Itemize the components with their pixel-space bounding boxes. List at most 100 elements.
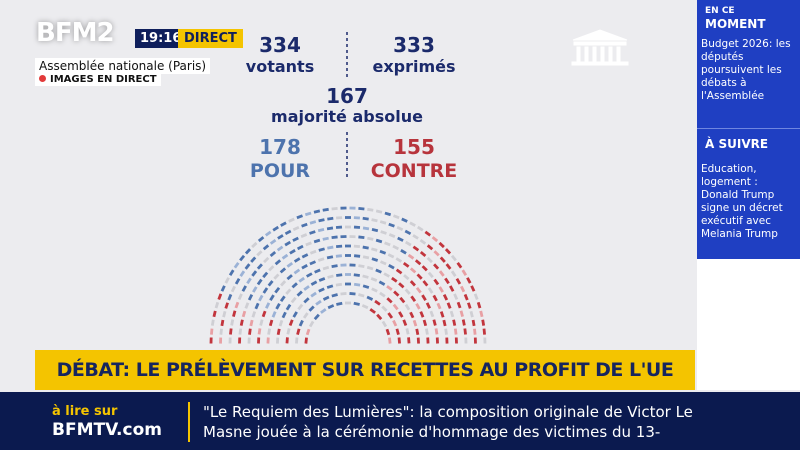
- seat: [340, 206, 347, 210]
- seat: [429, 310, 435, 318]
- seat: [331, 207, 338, 211]
- seat: [412, 234, 419, 240]
- seat: [217, 293, 223, 301]
- seat: [327, 216, 334, 221]
- seat: [336, 301, 343, 306]
- seat: [473, 337, 477, 344]
- ticker-separator: [188, 402, 190, 442]
- against-number: 155: [393, 135, 435, 159]
- seat: [247, 293, 254, 301]
- seat: [224, 302, 229, 309]
- seat: [261, 310, 267, 318]
- seat: [349, 292, 356, 296]
- seat: [234, 278, 241, 285]
- seat: [228, 269, 235, 276]
- seat: [262, 287, 269, 294]
- seat: [367, 236, 374, 241]
- seat: [244, 302, 250, 309]
- seat: [327, 245, 334, 250]
- seat: [439, 256, 446, 263]
- now-text: Budget 2026: les députés poursuivent les…: [701, 38, 791, 102]
- seat: [379, 291, 386, 298]
- seat: [371, 247, 378, 252]
- seat: [276, 245, 284, 252]
- seat: [219, 328, 223, 335]
- now-kicker: EN CE: [705, 6, 735, 16]
- seat: [246, 277, 252, 285]
- seat: [269, 251, 277, 257]
- seat: [375, 209, 383, 214]
- seat: [322, 236, 329, 241]
- seat: [252, 286, 258, 293]
- live-dot: [39, 75, 46, 82]
- seat: [388, 264, 395, 270]
- seat: [467, 302, 472, 309]
- seat: [256, 278, 263, 286]
- seat: [322, 295, 330, 301]
- seat: [376, 313, 383, 321]
- seat: [345, 273, 351, 276]
- seat: [362, 284, 370, 289]
- seat: [415, 328, 420, 336]
- seat: [367, 207, 374, 212]
- seat: [427, 271, 434, 279]
- seat: [345, 225, 351, 229]
- seat: [371, 218, 378, 223]
- seat: [463, 328, 467, 335]
- seat: [419, 239, 427, 245]
- seat: [371, 228, 379, 233]
- seat: [298, 276, 305, 283]
- seat: [405, 328, 410, 335]
- seat: [271, 311, 277, 318]
- seat: [473, 328, 477, 335]
- seat: [353, 273, 360, 277]
- seat: [303, 297, 310, 304]
- seat: [318, 218, 325, 223]
- seat: [416, 273, 423, 280]
- seat: [421, 265, 428, 272]
- seat: [309, 220, 317, 225]
- live-images: IMAGES EN DIRECT: [35, 73, 161, 86]
- seat: [442, 293, 449, 301]
- seat: [454, 337, 458, 344]
- seat: [374, 299, 381, 306]
- seat: [309, 230, 316, 235]
- seat: [269, 239, 277, 245]
- seat: [362, 274, 369, 279]
- seat: [379, 220, 387, 225]
- seat: [290, 296, 297, 304]
- seat: [258, 294, 264, 302]
- voters-label: votants: [245, 57, 315, 76]
- seat: [301, 253, 309, 259]
- seat: [426, 256, 433, 264]
- seat: [410, 295, 417, 302]
- seat: [301, 222, 308, 228]
- seat: [436, 302, 442, 310]
- seat: [412, 319, 418, 327]
- seat: [398, 311, 404, 318]
- now-title: MOMENT: [705, 17, 766, 31]
- seat: [362, 226, 370, 231]
- hemicycle-layer: [209, 29, 629, 344]
- seat: [288, 319, 294, 327]
- seat: [286, 328, 291, 335]
- seat: [210, 319, 215, 326]
- seat: [438, 286, 444, 293]
- seat: [326, 255, 334, 260]
- seat: [317, 228, 325, 233]
- seat: [264, 230, 272, 237]
- seat: [433, 278, 440, 286]
- seat: [353, 254, 361, 258]
- seat: [220, 319, 225, 327]
- seat: [476, 301, 482, 309]
- seat: [358, 264, 365, 268]
- seat: [409, 280, 416, 287]
- seat: [403, 274, 410, 281]
- seat: [362, 245, 369, 250]
- seat: [415, 302, 421, 310]
- seat: [257, 328, 262, 335]
- seat: [289, 249, 296, 255]
- seat: [267, 328, 271, 335]
- seat: [452, 319, 457, 326]
- next-text: Education, logement : Donald Trump signe…: [701, 163, 783, 240]
